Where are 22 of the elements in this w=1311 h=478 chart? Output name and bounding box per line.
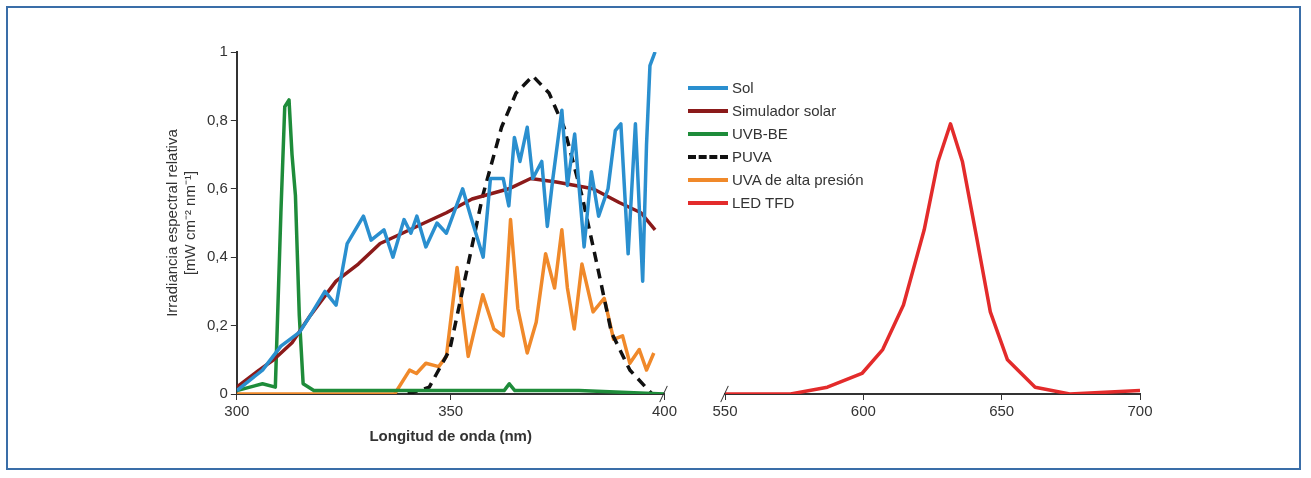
legend-label: Sol — [732, 79, 754, 96]
y-tick-label: 1 — [219, 42, 228, 60]
x-tick-label: 550 — [712, 402, 738, 420]
legend-label: Simulador solar — [732, 102, 837, 119]
x-tick-label: 350 — [438, 402, 464, 420]
y-axis-title: Irradiancia espectral relativa [mW cm⁻² nm⁻¹] — [163, 128, 199, 317]
x-tick-label: 300 — [224, 402, 250, 420]
x-tick-label: 700 — [1127, 402, 1153, 420]
legend-label: UVA de alta presión — [732, 171, 864, 188]
legend-label: PUVA — [732, 148, 772, 165]
x-axis-title: Longitud de onda (nm) — [369, 427, 532, 445]
legend-label: UVB-BE — [732, 125, 788, 142]
x-tick-label: 400 — [651, 402, 677, 420]
y-tick-label: 0,8 — [206, 110, 228, 128]
y-tick-label: 0,6 — [206, 178, 228, 196]
line-series — [406, 74, 654, 394]
x-tick-label: 600 — [850, 402, 876, 420]
y-tick-label: 0 — [219, 384, 228, 402]
x-tick-label: 650 — [989, 402, 1015, 420]
legend-label: LED TFD — [732, 194, 795, 211]
y-tick-label: 0,2 — [206, 315, 228, 333]
y-tick-label: 0,4 — [206, 247, 228, 265]
